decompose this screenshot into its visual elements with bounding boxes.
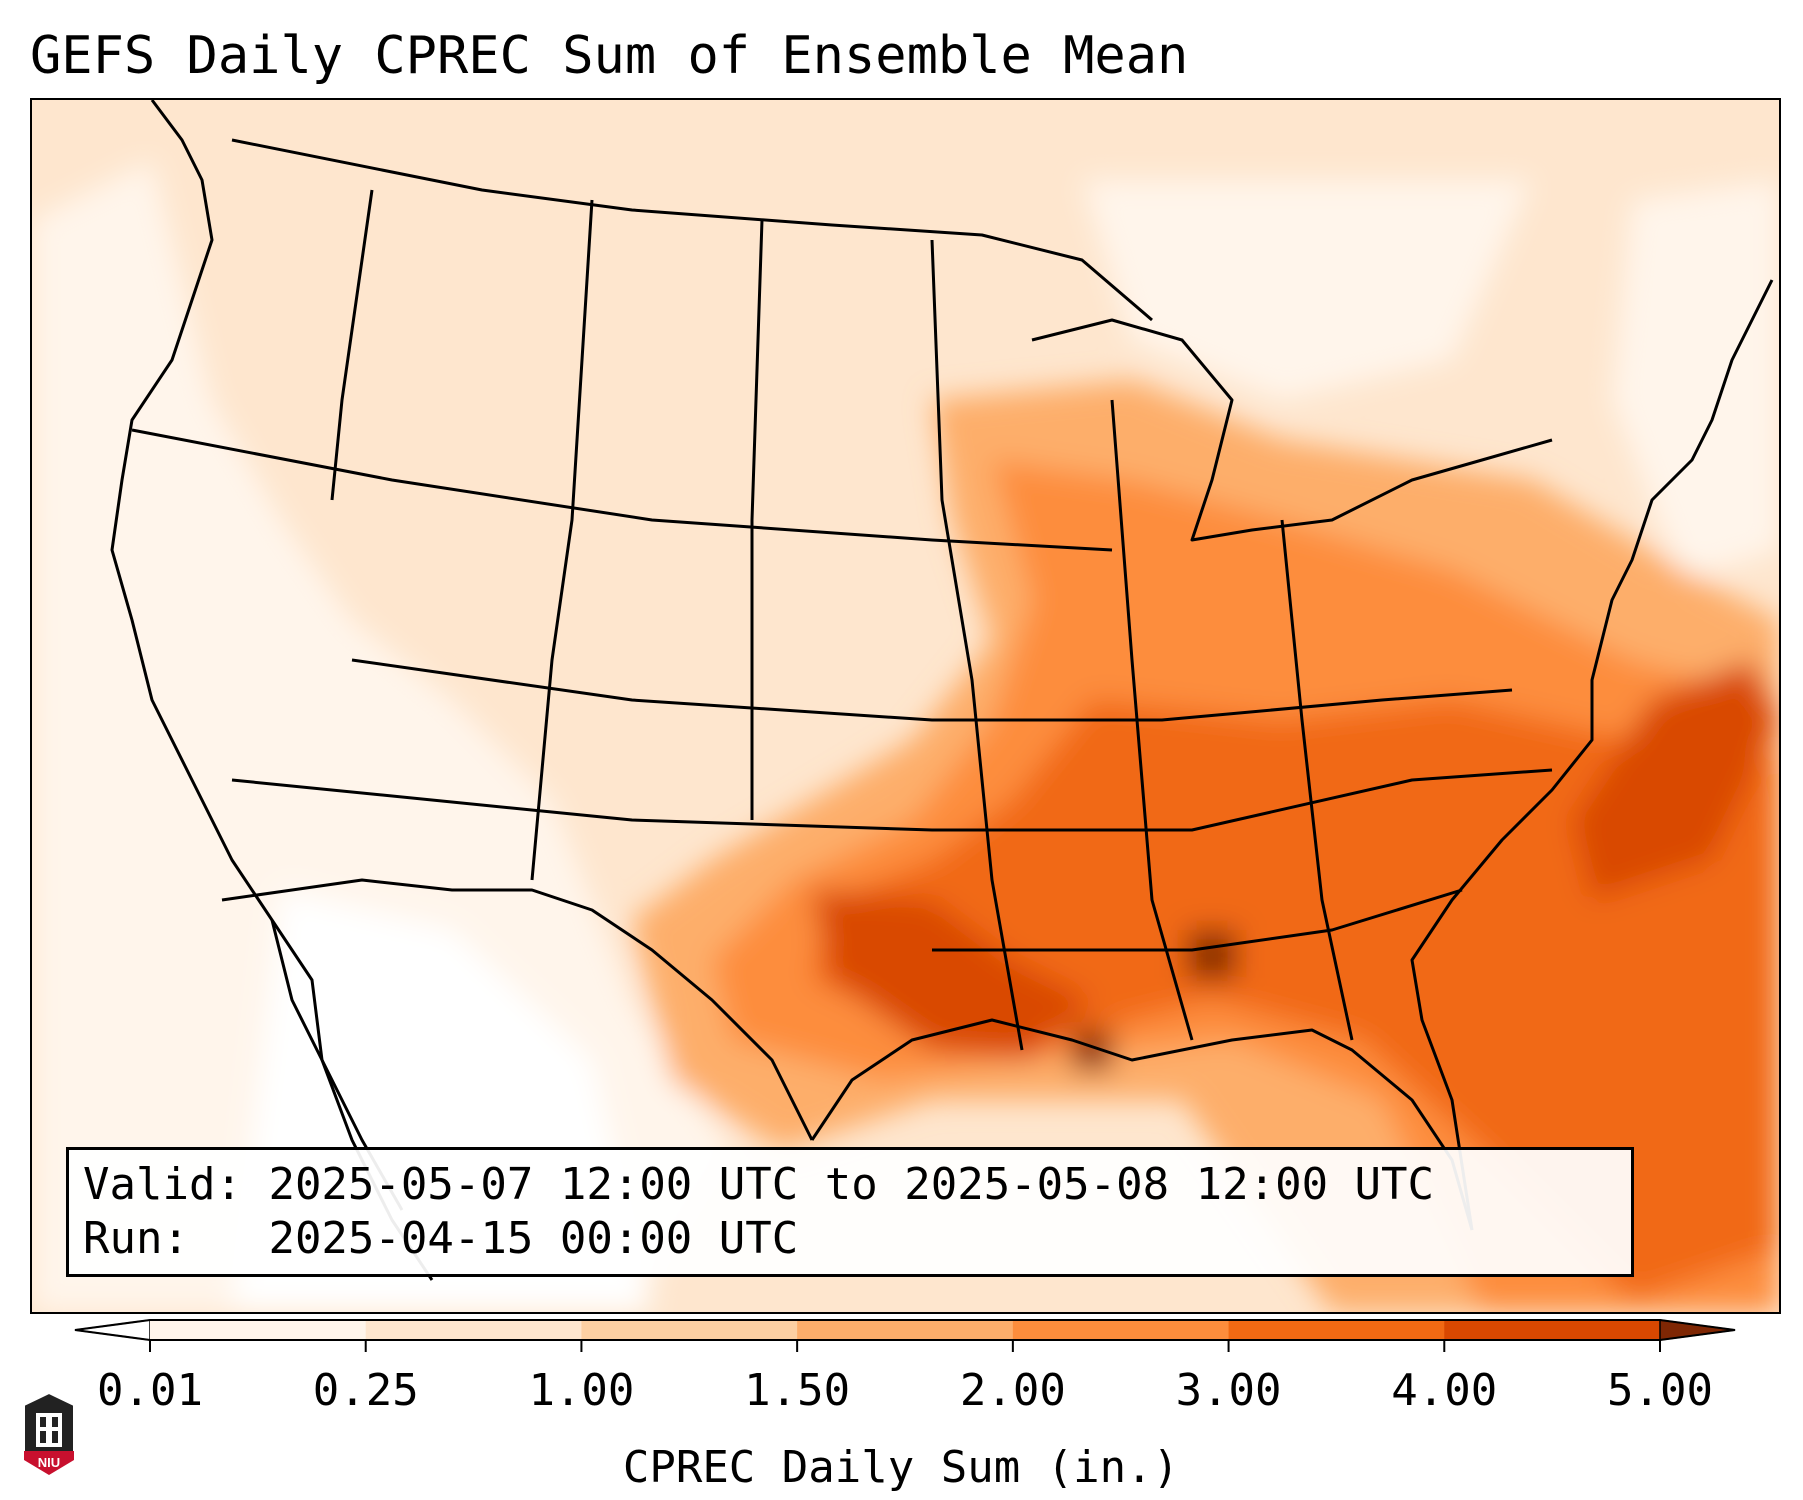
state-lines-north-south-5 <box>1110 399 1194 1041</box>
state-lines-north-south-2 <box>530 199 594 881</box>
state-lines-east-west-3 <box>231 768 1553 832</box>
boundaries <box>110 100 1774 1281</box>
valid-run-info-box: Valid: 2025-05-07 12:00 UTC to 2025-05-0… <box>66 1147 1634 1277</box>
colorbar-segment <box>1012 1320 1230 1340</box>
state-lines-east-west-1 <box>131 428 1113 552</box>
great-lakes <box>1031 318 1553 542</box>
state-lines-north-south-6 <box>1280 519 1354 1041</box>
run-label: Run: <box>83 1213 189 1264</box>
logo-text: NIU <box>38 1455 60 1470</box>
colorbar: 0.01 0.25 1.00 1.50 2.00 3.00 4.00 5.00 CPREC D… <box>74 1319 1736 1493</box>
atlantic-coast <box>1410 279 1774 1231</box>
light-area-west <box>32 160 732 1312</box>
university-tower-icon: NIU <box>23 1391 75 1477</box>
colorbar-tick-label: 0.01 <box>97 1365 203 1416</box>
valid-label: Valid: <box>83 1159 242 1210</box>
colorbar-segment <box>581 1320 798 1340</box>
colorbar-ticks: 0.01 0.25 1.00 1.50 2.00 3.00 4.00 5.00 <box>97 1340 1713 1416</box>
band-5.0-louisiana <box>1072 1030 1112 1070</box>
band-4.0-atlantic <box>1572 660 1779 900</box>
state-lines-east-west-2 <box>351 658 1513 722</box>
band-5.0-alabama <box>1187 930 1237 980</box>
colorbar-segment <box>1228 1320 1445 1340</box>
band-4.0 <box>812 890 1092 1060</box>
colorbar-segments <box>74 1319 1736 1341</box>
colorbar-tick-label: 3.00 <box>1176 1365 1282 1416</box>
state-lines-north-south-3 <box>750 219 764 820</box>
map-frame <box>30 98 1781 1314</box>
colorbar-tick-label: 2.00 <box>960 1365 1066 1416</box>
colorbar-tick-label: 1.50 <box>744 1365 850 1416</box>
precipitation-map <box>32 100 1779 1312</box>
colorbar-over-arrow <box>1659 1319 1736 1341</box>
border-canada <box>231 138 1153 322</box>
colorbar-label: CPREC Daily Sum (in.) <box>623 1442 1179 1493</box>
colorbar-segment <box>1444 1320 1661 1340</box>
state-lines-north-south-4 <box>930 239 1024 1051</box>
colorbar-segment <box>797 1320 1014 1340</box>
colorbar-segment <box>365 1320 582 1340</box>
colorbar-tick-label: 1.00 <box>528 1365 634 1416</box>
colorbar-under-arrow <box>74 1319 151 1341</box>
colorbar-tick-label: 4.00 <box>1391 1365 1497 1416</box>
colorbar-tick-label: 0.25 <box>313 1365 419 1416</box>
colorbar-segment <box>150 1320 367 1340</box>
valid-value: 2025-05-07 12:00 UTC to 2025-05-08 12:00… <box>268 1159 1435 1210</box>
state-lines-east-west-4 <box>932 888 1463 952</box>
run-value: 2025-04-15 00:00 UTC <box>268 1213 799 1264</box>
colorbar-tick-label: 5.00 <box>1607 1365 1713 1416</box>
state-lines-north-south-1 <box>330 189 374 501</box>
light-area-atlantic <box>1612 180 1779 580</box>
border-mexico <box>221 878 814 1141</box>
gulf-coast <box>810 1018 1474 1231</box>
light-area-northeast <box>1082 180 1532 400</box>
map-title: GEFS Daily CPREC Sum of Ensemble Mean <box>30 26 1189 86</box>
